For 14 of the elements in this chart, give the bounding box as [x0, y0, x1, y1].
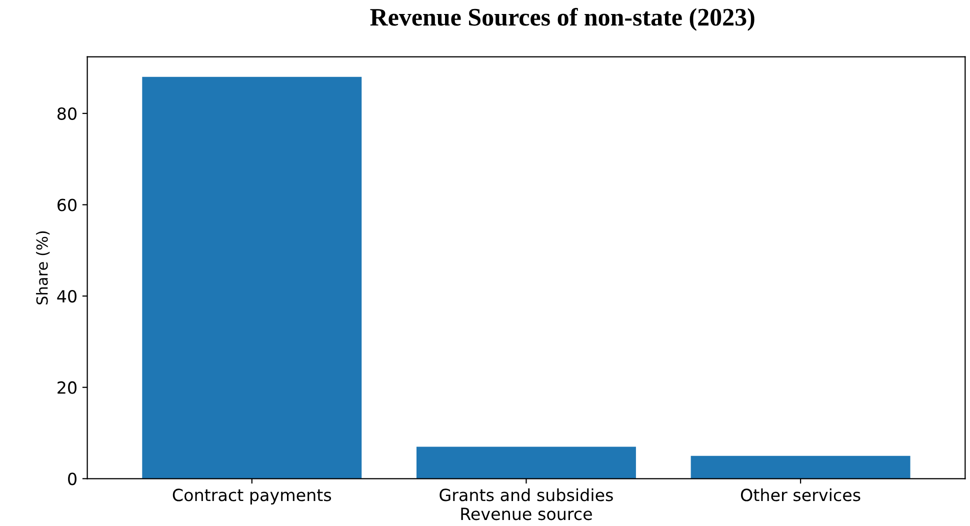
bar — [690, 456, 910, 479]
chart-title: Revenue Sources of non-state (2023) — [370, 8, 754, 31]
y-tick-label: 80 — [58, 107, 76, 120]
x-tick-label: Grants and subsidies — [440, 488, 613, 502]
y-tick-label: 20 — [58, 381, 76, 394]
x-tick-label: Contract payments — [172, 488, 332, 505]
y-tick-label: 40 — [57, 290, 76, 303]
y-tick-label: 0 — [68, 472, 76, 486]
x-tick-label: Other services — [740, 488, 860, 502]
x-axis-title: Revenue source — [461, 508, 592, 520]
bar — [142, 76, 362, 479]
bar — [416, 446, 636, 479]
y-tick-label: 60 — [58, 198, 76, 212]
y-axis-title: Share (%) — [36, 231, 50, 304]
